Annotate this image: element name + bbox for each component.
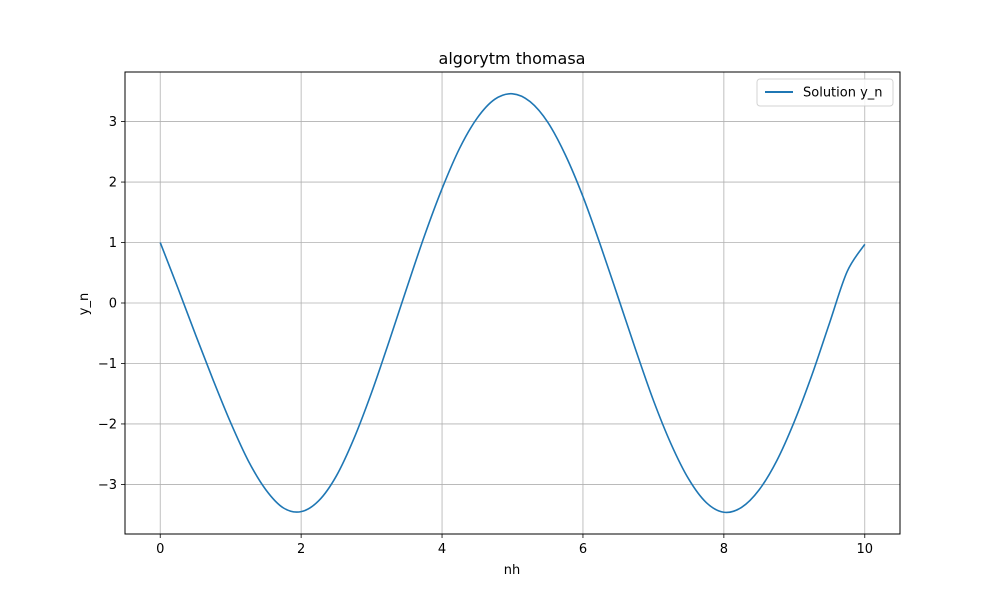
x-tick-label: 6 [579,542,587,557]
x-tick-label: 2 [297,542,305,557]
series-group [159,92,866,514]
y-tick-label: 2 [109,176,117,191]
grid-lines [125,72,900,534]
y-tick-label: 3 [109,115,117,130]
y-tick-label: −2 [98,417,117,432]
legend-box [756,78,894,107]
series-line [159,92,866,514]
tick-group: 0 2 4 6 8 10 −3 −2 −1 0 1 2 3 [98,115,873,557]
legend: Solution y_n [756,78,894,107]
x-tick-label: 10 [856,542,873,557]
legend-label: Solution y_n [803,86,883,101]
y-tick-label: −3 [98,478,117,493]
chart-title: algorytm thomasa [439,49,586,68]
y-axis-label: y_n [77,293,92,315]
x-axis-label: nh [504,563,520,578]
x-tick-label: 8 [720,542,728,557]
y-tick-label: 1 [109,236,117,251]
x-tick-label: 0 [156,542,164,557]
x-tick-label: 4 [438,542,446,557]
y-tick-label: −1 [98,357,117,372]
y-tick-label: 0 [109,297,117,312]
